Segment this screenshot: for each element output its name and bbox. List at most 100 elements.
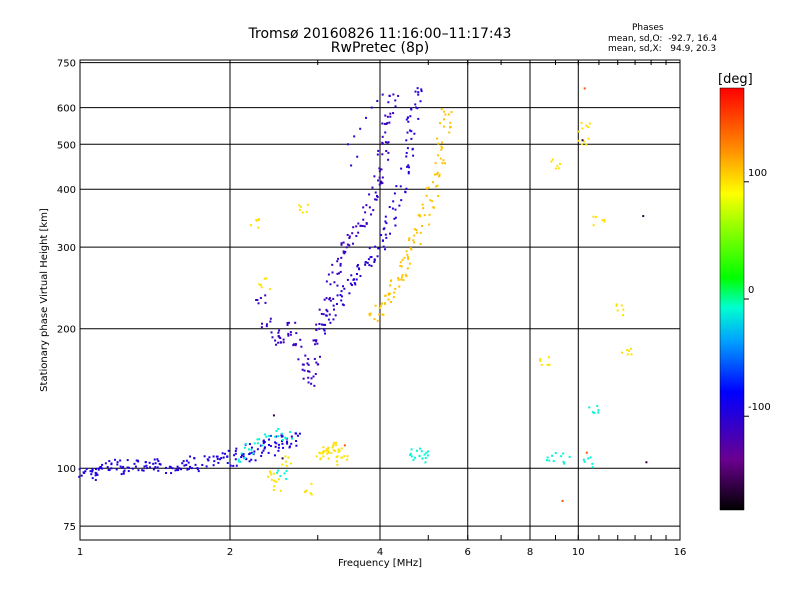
data-point [350,284,353,287]
data-point [256,448,259,451]
data-point [338,272,341,275]
data-point [315,340,318,343]
data-point [324,323,327,326]
data-point [133,462,136,465]
data-point [82,471,85,474]
data-point [244,457,247,460]
data-point [336,284,339,287]
data-point [227,449,230,452]
data-point [305,489,308,492]
data-point [285,469,288,472]
data-point [417,91,420,94]
data-point [361,224,364,227]
data-point [420,450,423,453]
data-point [630,347,633,350]
data-point [415,229,418,232]
data-point [277,341,280,344]
data-point [434,185,437,188]
data-point [592,224,595,227]
y-tick-label: 500 [57,140,76,151]
data-point [322,313,325,316]
data-point [443,118,446,121]
data-point [374,245,377,248]
data-point [315,339,318,342]
data-point [126,466,129,469]
data-point [384,233,387,236]
data-point [449,121,452,124]
data-point [196,468,199,471]
data-point [388,121,391,124]
data-point [332,449,335,452]
data-point [588,122,591,125]
data-point [642,215,645,218]
data-point [213,460,216,463]
data-point [387,158,390,161]
data-point [345,246,348,249]
data-point [384,248,387,251]
data-point [539,358,542,361]
data-point [340,447,343,450]
data-point [370,213,373,216]
data-point [333,281,336,284]
data-point [89,470,92,473]
data-point [237,458,240,461]
colorbar-tick-label: 100 [748,168,767,179]
data-point [380,302,383,305]
data-point [545,459,548,462]
data-point [318,327,321,330]
phases-o-stats: mean, sd,O: -92.7, 16.4 [608,34,718,44]
data-point [154,462,157,465]
data-point [398,204,401,207]
data-point [235,464,238,467]
data-point [326,452,329,455]
data-point [312,375,315,378]
data-point [645,461,648,464]
data-point [351,242,354,245]
data-point [122,472,125,475]
data-point [243,446,246,449]
data-point [284,455,287,458]
data-point [393,291,396,294]
data-point [336,460,339,463]
data-point [250,458,253,461]
data-point [322,455,325,458]
data-point [264,301,267,304]
data-point [301,368,304,371]
phases-x-stats: mean, sd,X: 94.9, 20.3 [608,44,717,54]
data-point [620,304,623,307]
data-point [425,187,428,190]
data-point [258,438,261,441]
data-point [268,435,271,438]
y-tick-label: 750 [57,59,76,70]
data-point [306,370,309,373]
data-point [343,444,346,447]
data-point [413,456,416,459]
data-point [450,111,453,114]
data-point [370,264,373,267]
data-point [394,208,397,211]
data-point [277,449,280,452]
data-point [279,475,282,478]
data-point [391,207,394,210]
data-point [403,256,406,259]
data-point [107,468,110,471]
data-point [263,277,266,280]
data-point [331,271,334,274]
data-point [368,264,371,267]
data-point [260,322,263,325]
data-point [412,239,415,242]
data-point [123,469,126,472]
data-point [153,458,156,461]
data-point [91,477,94,480]
data-point [212,464,215,467]
data-point [298,432,301,435]
data-point [289,331,292,334]
data-point [264,294,267,297]
data-point [269,445,272,448]
x-tick-label: 2 [227,547,233,558]
data-point [443,162,446,165]
data-point [405,250,408,253]
data-point [325,280,328,283]
data-point [248,443,251,446]
data-point [193,457,196,460]
